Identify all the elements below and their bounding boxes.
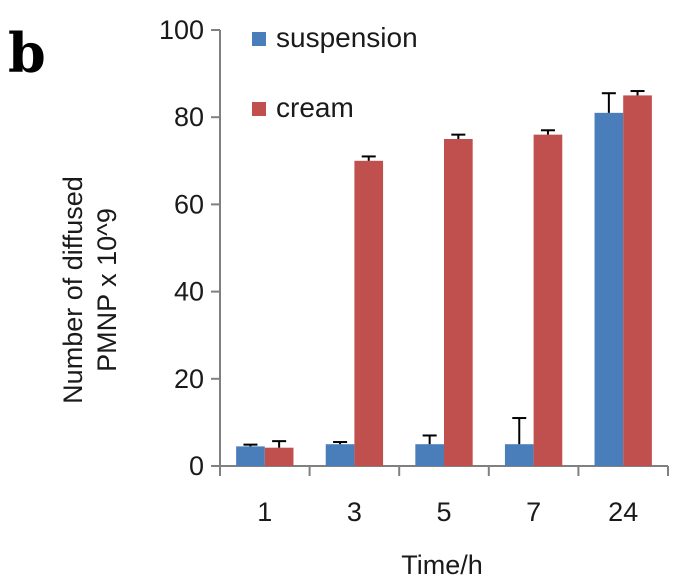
y-axis-title-line-1: Number of diffused	[58, 176, 88, 404]
y-tick-label: 80	[174, 102, 204, 132]
y-tick-label: 20	[174, 364, 204, 394]
bar-suspension	[594, 112, 624, 466]
x-tick-label: 1	[257, 497, 272, 527]
y-tick-label: 100	[159, 15, 204, 45]
legend: suspension cream	[252, 22, 418, 123]
legend-swatch-suspension	[252, 32, 266, 46]
bar-cream	[623, 95, 652, 467]
axes	[211, 29, 669, 476]
bar-suspension	[504, 444, 534, 466]
bar-cream	[264, 447, 294, 466]
x-tick-labels: 1 3 5 7 24	[257, 497, 638, 527]
bar-suspension	[325, 444, 355, 466]
x-tick-label: 3	[347, 497, 362, 527]
y-tick-label: 40	[174, 277, 204, 307]
y-axis-title: Number of diffused PMNP x 10^9	[58, 176, 122, 404]
bars	[236, 95, 652, 467]
panel-label: b	[8, 21, 46, 85]
bar-suspension	[415, 444, 444, 466]
bar-cream	[533, 134, 563, 466]
legend-label-suspension: suspension	[276, 22, 418, 53]
x-tick-label: 7	[526, 497, 541, 527]
bar-suspension	[236, 446, 265, 466]
bar-cream	[444, 139, 473, 466]
legend-swatch-cream	[252, 102, 266, 116]
x-tick-label: 5	[436, 497, 451, 527]
y-tick-label: 0	[189, 451, 204, 481]
y-axis-title-line-2: PMNP x 10^9	[92, 208, 122, 372]
x-axis-title: Time/h	[401, 550, 483, 580]
y-tick-labels: 0 20 40 60 80 100	[159, 15, 204, 481]
legend-label-cream: cream	[276, 92, 354, 123]
bar-cream	[354, 160, 384, 467]
error-bars	[243, 90, 645, 448]
y-tick-label: 60	[174, 189, 204, 219]
x-tick-label: 24	[608, 497, 638, 527]
